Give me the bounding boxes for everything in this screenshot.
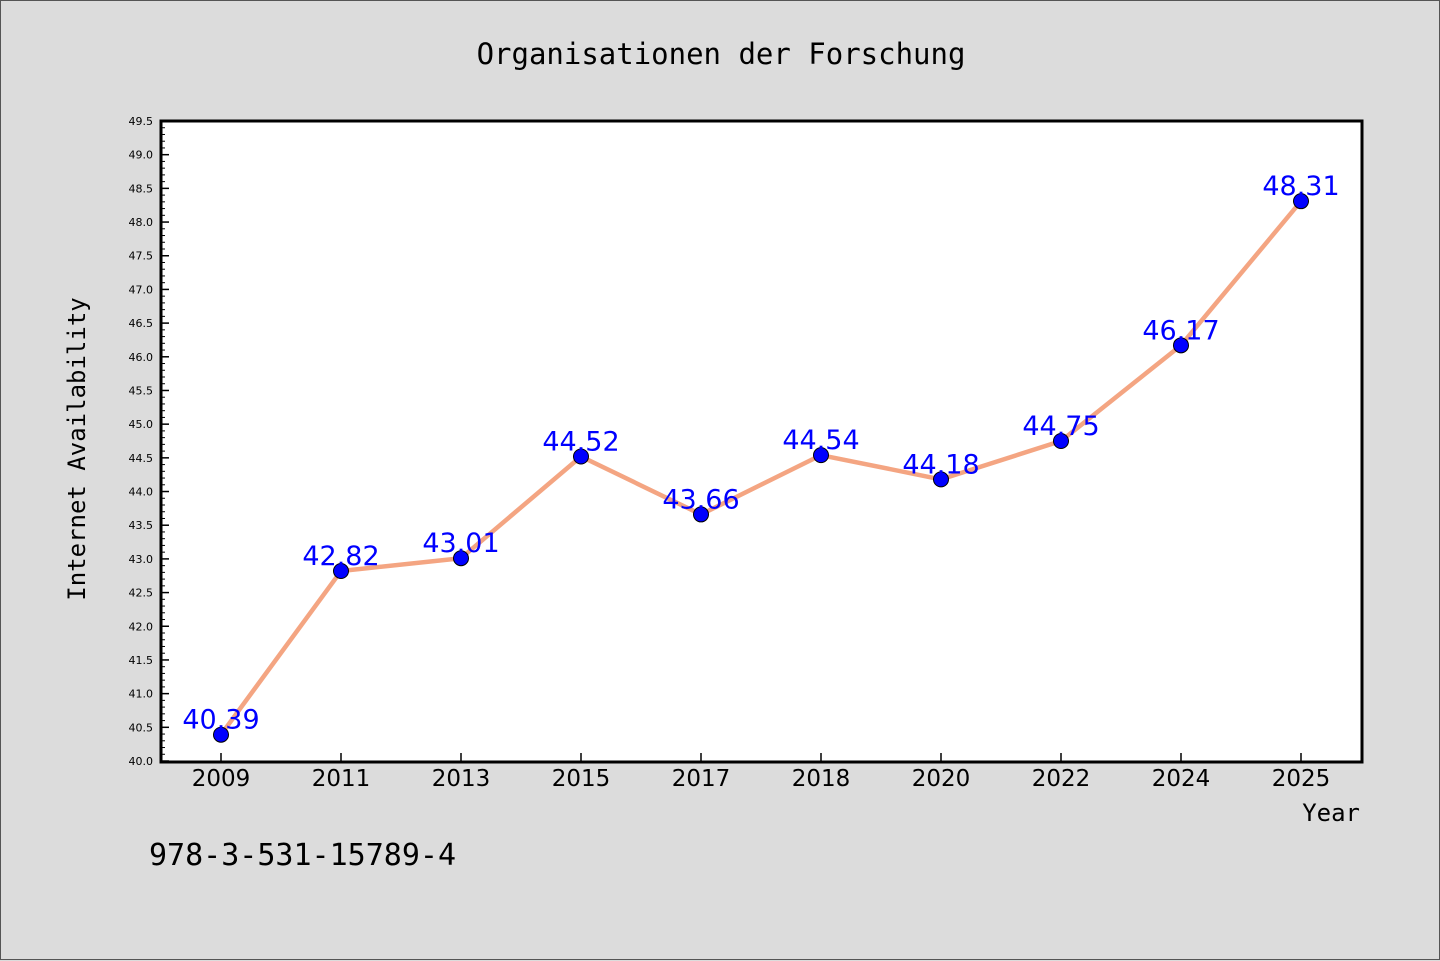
data-label: 42.82	[302, 541, 379, 572]
y-tick-label: 42.0	[129, 620, 154, 633]
y-tick-label: 49.5	[129, 115, 154, 128]
data-label: 40.39	[182, 705, 259, 736]
y-tick-label: 45.5	[129, 384, 154, 397]
y-tick-label: 42.5	[129, 587, 154, 600]
y-tick-label: 41.5	[129, 654, 154, 667]
y-tick-label: 43.5	[129, 519, 154, 532]
x-tick-label: 2011	[312, 766, 371, 792]
data-series: 40.39 42.82 43.01 44.52 43.66 44.54 44.18 44.75…	[182, 171, 1340, 743]
data-label: 46.17	[1142, 315, 1219, 346]
data-label: 44.18	[902, 449, 979, 480]
data-label: 44.54	[782, 425, 859, 456]
data-point	[213, 726, 229, 743]
y-tick-label: 43.0	[129, 553, 154, 566]
y-tick-label: 40.0	[129, 755, 154, 768]
x-axis-ticks: 2009 2011 2013 2015 2017 2018 2020 2022 2024 2025	[192, 753, 1331, 792]
y-tick-label: 46.5	[129, 317, 154, 330]
x-tick-label: 2017	[672, 766, 731, 792]
x-tick-label: 2024	[1152, 766, 1211, 792]
chart-title: Organisationen der Forschung	[477, 37, 966, 71]
x-tick-label: 2013	[432, 766, 491, 792]
y-tick-label: 44.0	[129, 486, 154, 499]
data-label: 43.66	[662, 484, 739, 515]
y-tick-label: 48.0	[129, 216, 154, 229]
data-label: 44.52	[542, 426, 619, 457]
data-label: 48.31	[1262, 171, 1339, 202]
y-tick-label: 48.5	[129, 182, 154, 195]
y-tick-label: 47.0	[129, 283, 154, 296]
y-tick-label: 40.5	[129, 721, 154, 734]
y-tick-label: 44.5	[129, 452, 154, 465]
data-point	[1293, 193, 1309, 210]
series-line	[218, 198, 1304, 737]
x-tick-label: 2018	[792, 766, 851, 792]
y-tick-label: 41.0	[129, 688, 154, 701]
data-point	[933, 471, 949, 488]
data-point	[333, 563, 349, 580]
x-tick-label: 2025	[1272, 766, 1331, 792]
y-tick-label: 46.0	[129, 351, 154, 364]
data-point	[693, 506, 709, 523]
x-tick-label: 2020	[912, 766, 971, 792]
data-point	[1053, 433, 1069, 449]
x-tick-label: 2009	[192, 766, 251, 792]
data-point	[453, 550, 469, 567]
y-tick-label: 45.0	[129, 418, 154, 431]
x-tick-label: 2022	[1032, 766, 1091, 792]
y-tick-label: 49.0	[129, 149, 154, 162]
data-label: 44.75	[1022, 411, 1099, 442]
data-point	[573, 448, 589, 465]
isbn-annotation: 978-3-531-15789-4	[149, 838, 456, 873]
y-axis-label: Internet Availability	[63, 297, 91, 600]
plot-area	[159, 119, 1364, 764]
x-tick-label: 2015	[552, 766, 611, 792]
data-point	[813, 447, 829, 464]
y-axis-ticks: 40.0 40.5 41.0 41.5 42.0 42.5 43.0 43.5 44.0 44.5…	[129, 115, 169, 768]
data-label: 43.01	[422, 528, 499, 559]
y-tick-label: 47.5	[129, 250, 154, 263]
data-point	[1173, 337, 1189, 354]
x-axis-label: Year	[1302, 799, 1360, 827]
